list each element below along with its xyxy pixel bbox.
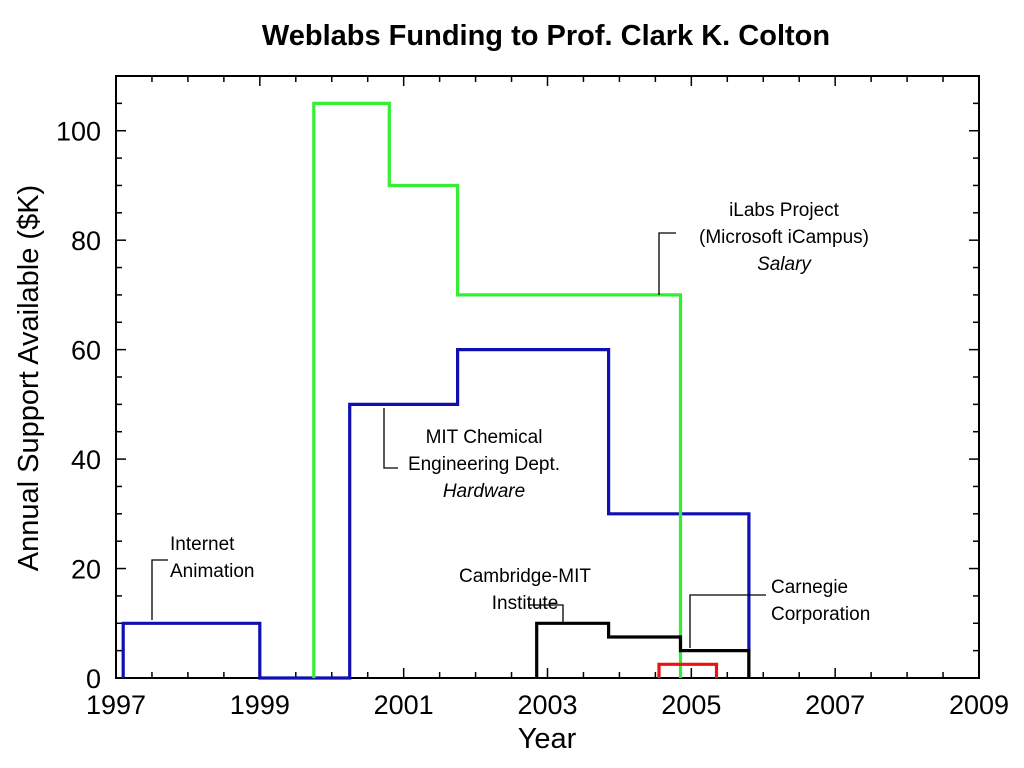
y-tick-label: 0 — [86, 664, 101, 694]
annotations: Internet Animation MIT Chemical Engineering… — [151, 200, 870, 648]
annotation-leader — [528, 604, 564, 622]
x-tick-label: 2007 — [805, 690, 865, 720]
chart-title: Weblabs Funding to Prof. Clark K. Colton — [262, 20, 830, 52]
annotation-text: Corporation — [771, 604, 870, 625]
x-tick-label: 2009 — [949, 690, 1009, 720]
annotation-text: Animation — [170, 561, 255, 582]
x-axis-label: Year — [518, 723, 577, 755]
series-line-3 — [657, 662, 719, 678]
annotation-text: iLabs Project — [729, 200, 840, 221]
x-tick-label: 2005 — [661, 690, 721, 720]
x-tick-label: 2001 — [374, 690, 434, 720]
x-tick-label: 1997 — [86, 690, 146, 720]
y-tick-label: 40 — [71, 445, 101, 475]
annotation-leader — [383, 408, 398, 469]
y-axis-label: Annual Support Available ($K) — [13, 185, 45, 571]
series-line-2 — [535, 621, 751, 678]
annotation-text: Salary — [757, 254, 812, 275]
axes: 1997 1999 2001 2003 2005 2007 2009 0 20 40 60 80 100 — [56, 75, 1009, 720]
annotation-text: Internet — [170, 534, 235, 555]
y-tick-label: 80 — [71, 226, 101, 256]
annotation-text: MIT Chemical — [426, 427, 543, 448]
series-line-1 — [312, 101, 683, 678]
annotation-leader — [689, 594, 766, 648]
annotation-text: (Microsoft iCampus) — [699, 227, 869, 248]
series-group — [121, 101, 751, 680]
annotation-leader — [151, 559, 168, 620]
annotation-text: Engineering Dept. — [408, 454, 560, 475]
annotation-text: Institute — [492, 593, 559, 614]
series-line-0 — [121, 348, 751, 680]
annotation-leader — [658, 232, 676, 295]
annotation-text: Hardware — [443, 481, 525, 502]
plot-frame — [115, 75, 980, 679]
y-tick-label: 100 — [56, 117, 101, 147]
y-tick-label: 60 — [71, 336, 101, 366]
annotation-text: Carnegie — [771, 577, 848, 598]
annotation-text: Cambridge-MIT — [459, 566, 591, 587]
x-tick-label: 2003 — [517, 690, 577, 720]
y-tick-label: 20 — [71, 555, 101, 585]
x-tick-label: 1999 — [230, 690, 290, 720]
